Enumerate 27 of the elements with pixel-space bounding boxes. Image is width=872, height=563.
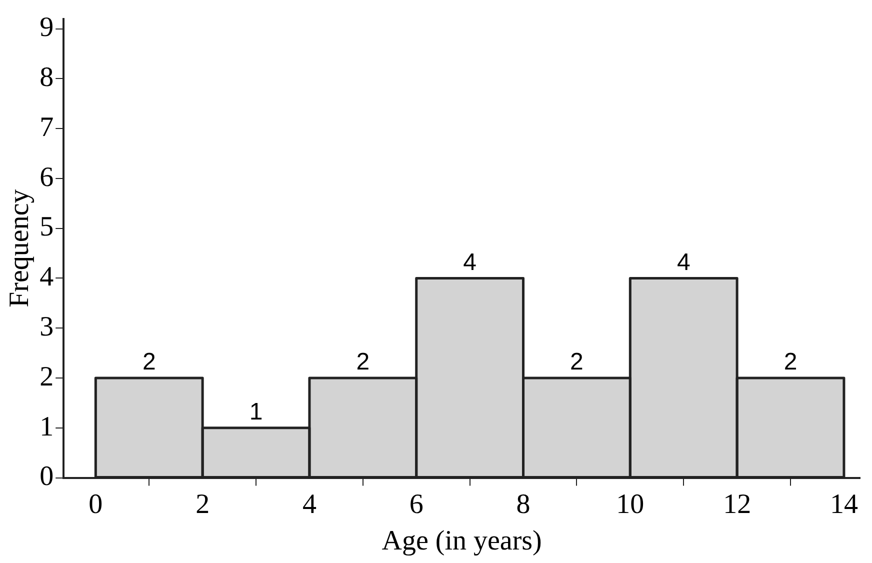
y-tick-label: 1 (40, 411, 54, 442)
data-label: 4 (463, 248, 476, 276)
x-axis-title: Age (in years) (382, 526, 542, 557)
data-label: 2 (356, 348, 370, 376)
data-label: 4 (676, 248, 690, 276)
x-tick-label: 2 (196, 488, 210, 520)
x-tick-label: 12 (723, 488, 752, 520)
x-tick-label: 14 (830, 488, 858, 520)
x-tick-label: 0 (88, 488, 103, 520)
y-axis-title: Frequency (4, 189, 36, 308)
y-tick-label: 5 (40, 212, 54, 243)
data-label: 1 (249, 398, 263, 426)
y-tick-label: 4 (40, 262, 54, 293)
y-tick-label: 7 (40, 112, 54, 143)
y-tick-label: 0 (40, 461, 54, 492)
y-tick-label: 6 (40, 162, 54, 193)
data-label: 2 (570, 348, 584, 376)
x-tick-label: 8 (516, 488, 530, 520)
x-tick-label: 10 (616, 488, 644, 520)
data-label: 2 (784, 348, 798, 376)
data-label: 2 (142, 348, 156, 376)
x-tick-label: 4 (302, 488, 316, 520)
y-tick-label: 8 (40, 62, 54, 94)
x-tick-label: 6 (409, 488, 424, 520)
y-tick-label: 2 (40, 361, 54, 392)
y-tick-label: 3 (40, 311, 54, 342)
y-tick-label: 9 (40, 12, 54, 44)
